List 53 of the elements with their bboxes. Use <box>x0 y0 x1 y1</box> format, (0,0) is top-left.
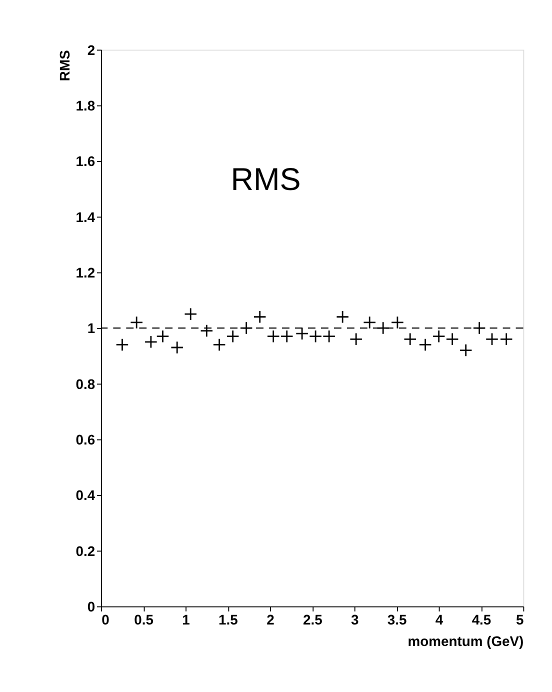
y-tick-label: 0 <box>87 598 96 614</box>
point <box>184 308 198 321</box>
x-tick-label: 4 <box>435 611 444 628</box>
x-axis-title: momentum (GeV) <box>408 632 524 649</box>
point <box>144 335 158 348</box>
x-tick-label: 0 <box>102 611 110 628</box>
y-tick-label: 0.4 <box>76 487 96 504</box>
point <box>308 330 322 343</box>
x-tick-label: 3.5 <box>387 611 407 628</box>
point <box>156 330 170 343</box>
point <box>350 332 363 346</box>
point <box>500 332 513 346</box>
point <box>116 338 129 352</box>
point <box>253 310 266 324</box>
point <box>170 340 184 354</box>
point <box>446 332 459 346</box>
point <box>432 330 446 343</box>
point <box>390 316 404 330</box>
x-tick-label: 2.5 <box>302 611 323 628</box>
y-tick-label: 0.8 <box>76 376 96 392</box>
point <box>212 338 226 352</box>
point <box>418 338 432 352</box>
point <box>363 316 376 330</box>
point <box>472 321 486 335</box>
x-tick-label: 1 <box>182 611 190 628</box>
point <box>226 330 240 343</box>
x-tick-label: 1.5 <box>218 611 238 628</box>
x-tick-label: 0.5 <box>134 611 154 628</box>
y-tick-label: 1 <box>87 320 96 336</box>
point <box>200 324 214 338</box>
y-tick-label: 1.8 <box>76 97 96 114</box>
point <box>322 330 336 343</box>
x-tick-label: 4.5 <box>472 611 492 628</box>
y-tick-label: 1.6 <box>76 153 96 170</box>
y-tick-label: 0.2 <box>76 542 96 559</box>
x-tick-label: 2 <box>266 611 275 628</box>
point <box>295 327 309 340</box>
y-tick-label: 1.4 <box>76 208 96 225</box>
y-tick-label: 2 <box>87 42 96 58</box>
x-tick-label: 5 <box>516 611 524 628</box>
y-tick-label: 0.6 <box>76 431 96 448</box>
x-tick-label: 3 <box>350 611 359 628</box>
point <box>240 321 253 335</box>
point <box>266 330 280 343</box>
point <box>485 332 499 346</box>
y-tick-label: 1.2 <box>76 264 96 280</box>
point <box>404 332 417 346</box>
annotation: RMS <box>230 160 301 197</box>
point <box>130 316 144 330</box>
point <box>280 330 294 343</box>
y-axis-title: RMS <box>56 50 72 82</box>
point <box>336 310 350 324</box>
point <box>459 344 472 357</box>
